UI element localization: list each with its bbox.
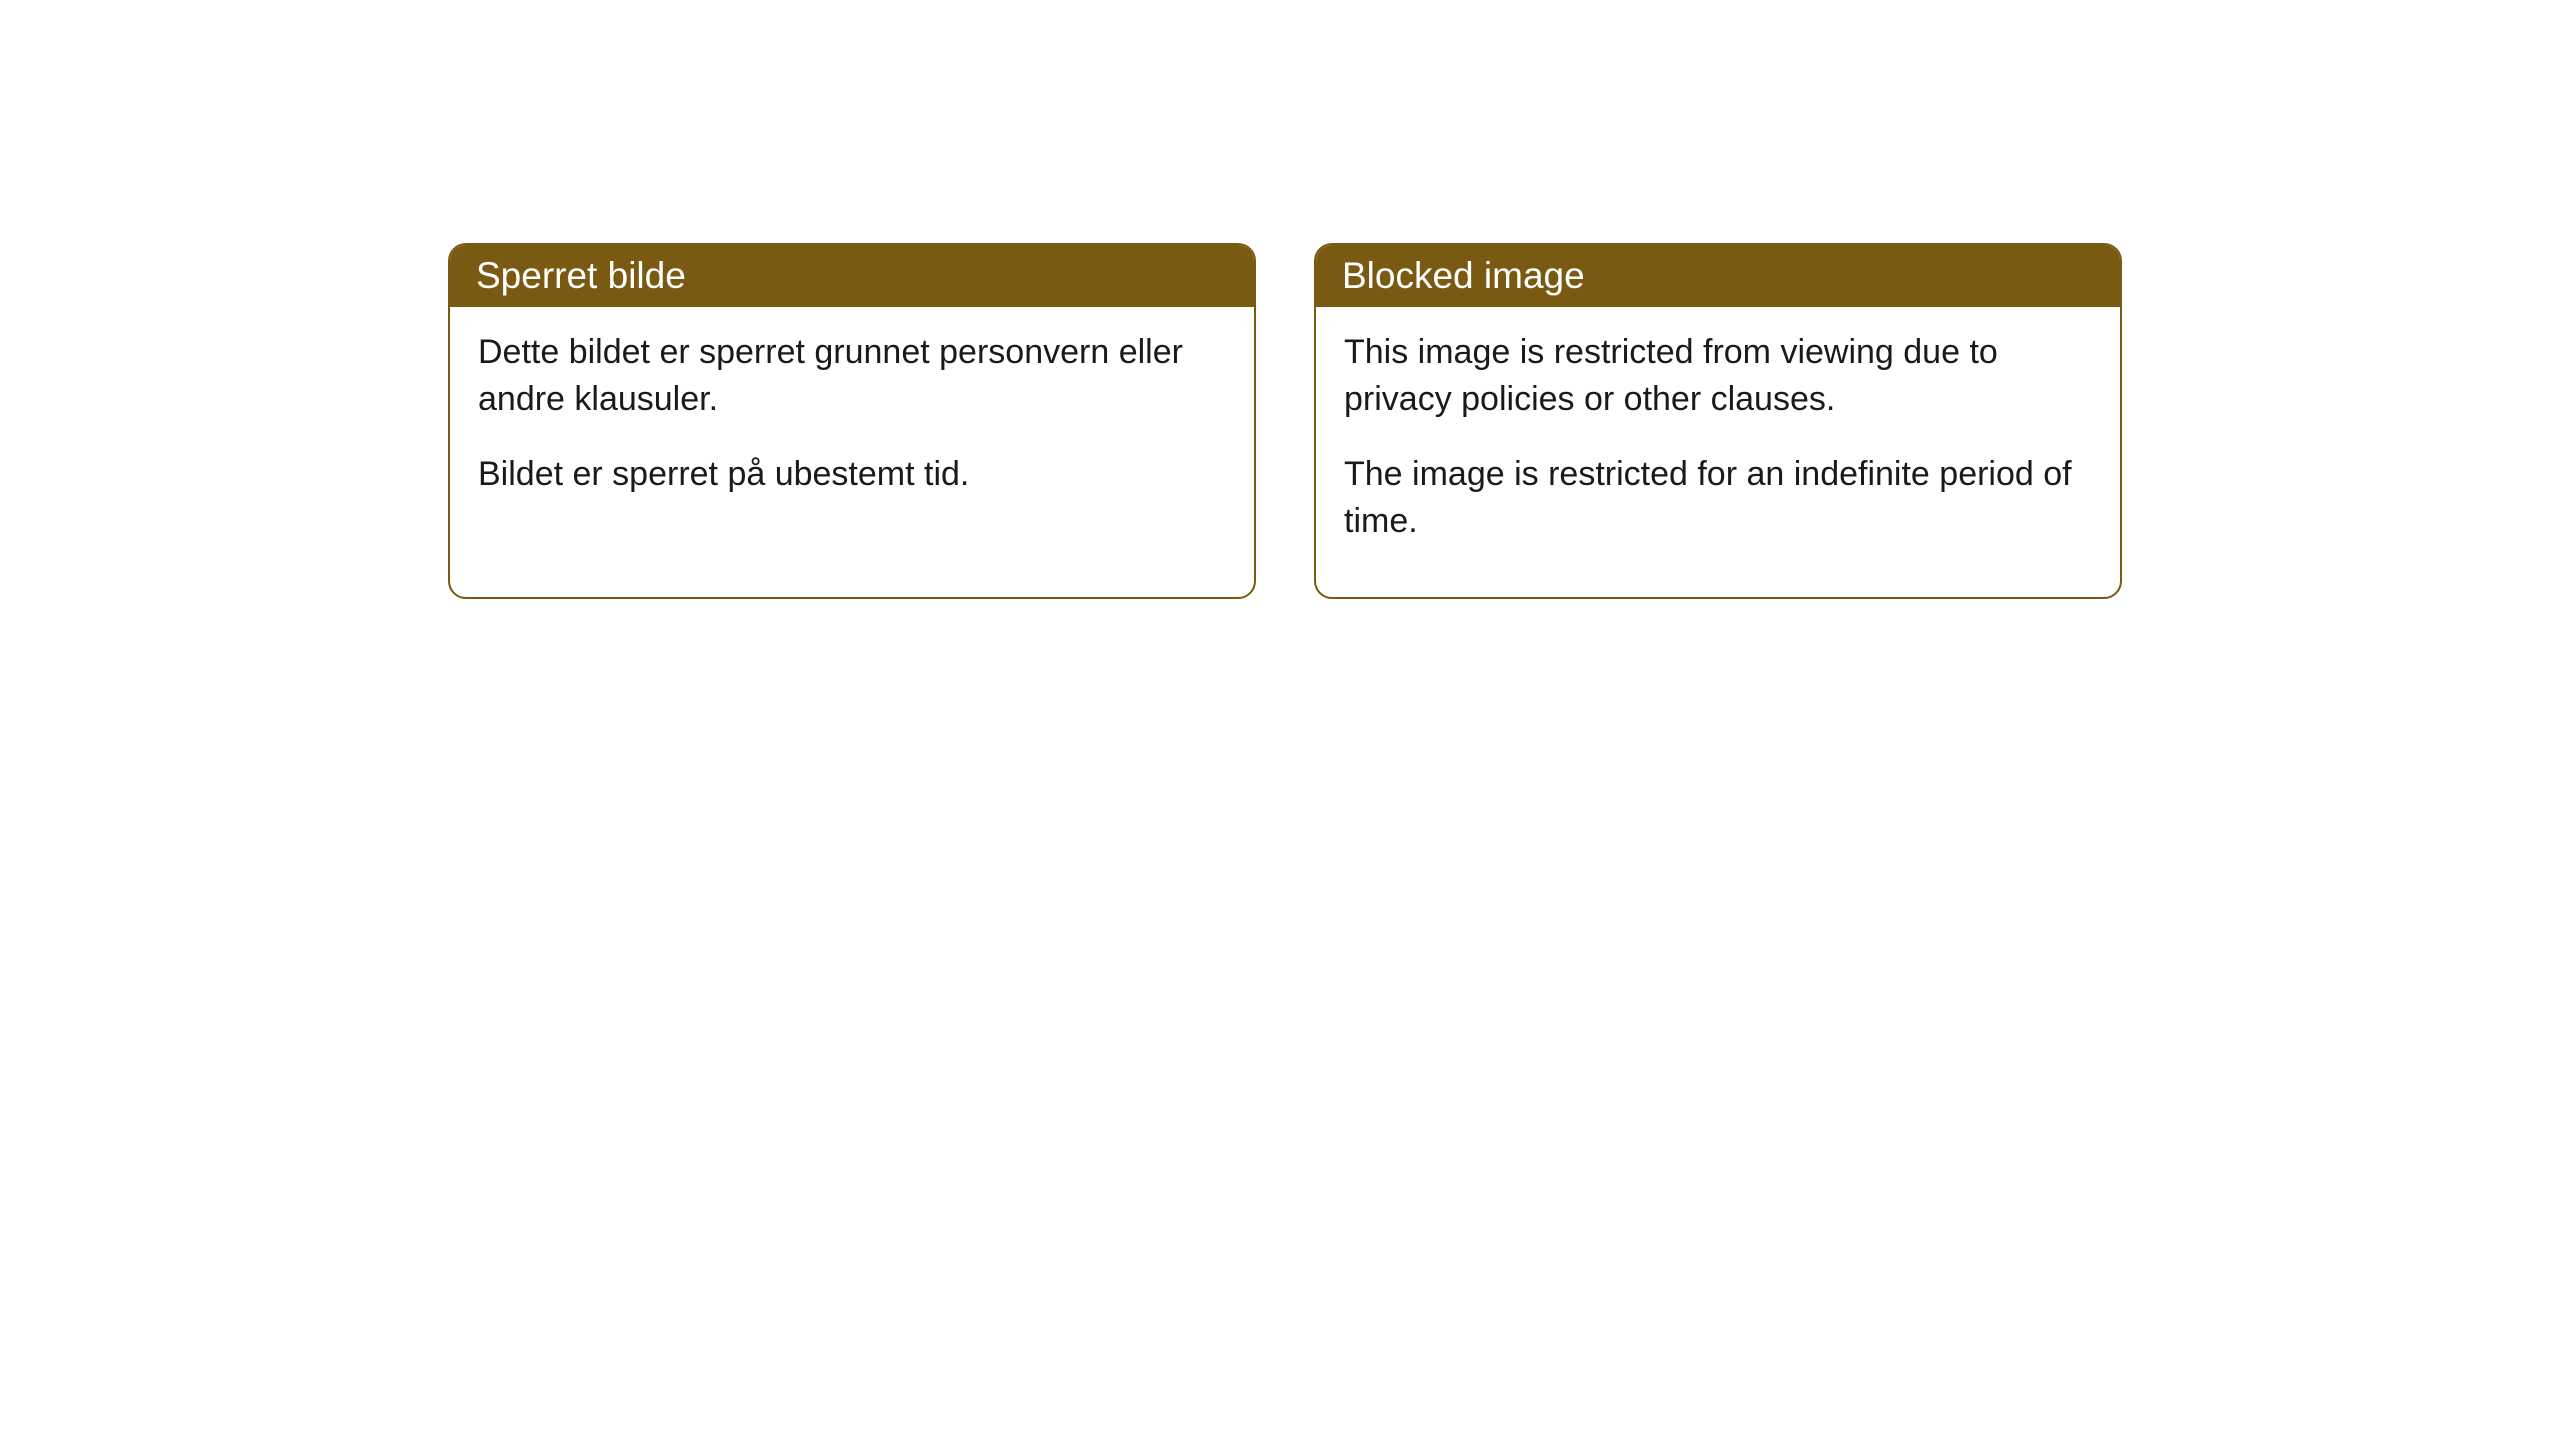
card-text-line2: The image is restricted for an indefinit… <box>1344 451 2092 545</box>
card-body-english: This image is restricted from viewing du… <box>1316 307 2120 597</box>
card-norwegian: Sperret bilde Dette bildet er sperret gr… <box>448 243 1256 599</box>
card-header-english: Blocked image <box>1316 245 2120 307</box>
card-text-line1: This image is restricted from viewing du… <box>1344 329 2092 423</box>
card-body-norwegian: Dette bildet er sperret grunnet personve… <box>450 307 1254 550</box>
cards-container: Sperret bilde Dette bildet er sperret gr… <box>448 243 2122 599</box>
card-header-norwegian: Sperret bilde <box>450 245 1254 307</box>
card-text-line1: Dette bildet er sperret grunnet personve… <box>478 329 1226 423</box>
card-text-line2: Bildet er sperret på ubestemt tid. <box>478 451 1226 498</box>
card-english: Blocked image This image is restricted f… <box>1314 243 2122 599</box>
